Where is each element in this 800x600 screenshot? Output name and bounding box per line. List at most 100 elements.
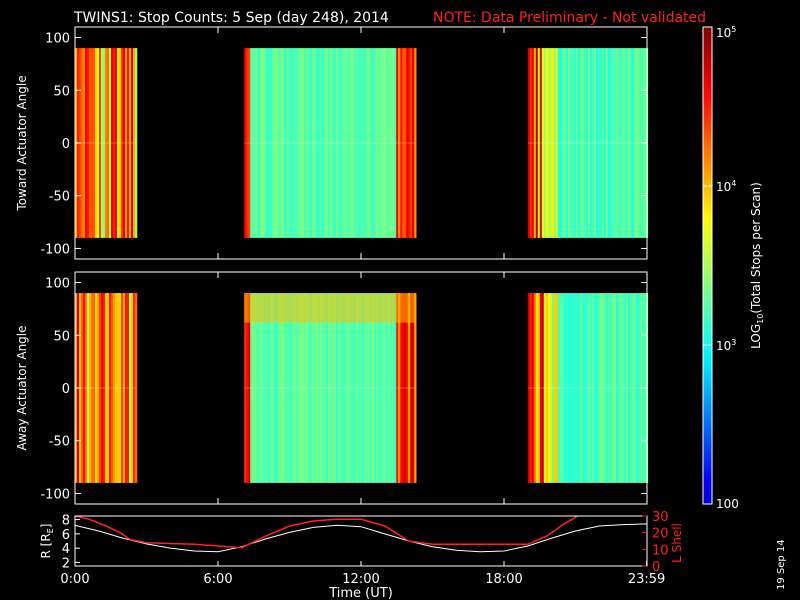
data-column bbox=[408, 48, 411, 238]
data-column bbox=[567, 48, 571, 238]
data-column bbox=[308, 293, 311, 483]
plot-frame bbox=[74, 515, 648, 567]
data-column bbox=[615, 48, 619, 238]
data-column bbox=[266, 293, 269, 483]
data-column bbox=[119, 293, 122, 483]
data-column bbox=[573, 293, 577, 483]
data-column bbox=[256, 48, 259, 238]
data-column bbox=[601, 48, 605, 238]
data-column bbox=[320, 293, 323, 483]
data-column bbox=[274, 293, 277, 483]
data-column bbox=[296, 48, 299, 238]
data-column bbox=[368, 48, 371, 238]
data-column bbox=[599, 293, 603, 483]
data-column bbox=[95, 293, 98, 483]
data-column bbox=[406, 293, 409, 483]
data-column bbox=[85, 48, 88, 238]
data-column bbox=[131, 293, 134, 483]
data-column bbox=[629, 293, 633, 483]
data-column bbox=[545, 48, 549, 238]
data-column bbox=[105, 48, 108, 238]
data-column bbox=[400, 48, 403, 238]
y-tick-label: 100 bbox=[45, 32, 70, 47]
data-column bbox=[541, 293, 545, 483]
data-column bbox=[627, 293, 631, 483]
away-panel: 100 50 0 -50 -100 Away Actuator Angle bbox=[15, 271, 649, 505]
data-column bbox=[595, 293, 599, 483]
data-column bbox=[531, 293, 535, 483]
data-column bbox=[316, 293, 319, 483]
data-column bbox=[91, 293, 94, 483]
data-column bbox=[410, 293, 413, 483]
data-column bbox=[328, 48, 331, 238]
data-column bbox=[103, 48, 106, 238]
data-column bbox=[127, 293, 130, 483]
data-column bbox=[410, 48, 413, 238]
data-column bbox=[527, 48, 531, 238]
data-column bbox=[543, 293, 547, 483]
data-column bbox=[625, 48, 629, 238]
data-column bbox=[605, 293, 609, 483]
data-column bbox=[101, 293, 104, 483]
data-column bbox=[348, 293, 351, 483]
data-column bbox=[559, 293, 563, 483]
data-column bbox=[541, 48, 545, 238]
data-column bbox=[296, 293, 299, 483]
data-column bbox=[107, 48, 110, 238]
data-column bbox=[396, 293, 399, 483]
data-column bbox=[252, 48, 255, 238]
data-column bbox=[619, 48, 623, 238]
data-column bbox=[637, 293, 641, 483]
data-column bbox=[308, 48, 311, 238]
data-column bbox=[637, 48, 641, 238]
data-column bbox=[348, 48, 351, 238]
colorbar-tick-mantissa: 10 bbox=[716, 339, 731, 353]
data-column bbox=[350, 293, 353, 483]
data-column bbox=[113, 293, 116, 483]
data-column bbox=[549, 293, 553, 483]
data-column bbox=[388, 293, 391, 483]
data-column bbox=[288, 293, 291, 483]
data-column bbox=[125, 293, 128, 483]
data-column bbox=[605, 48, 609, 238]
data-column bbox=[404, 48, 407, 238]
toward-panel: 100 50 0 -50 -100 Toward Actuator Angle bbox=[15, 26, 649, 260]
data-column bbox=[569, 48, 573, 238]
y-tick-label: 8 bbox=[62, 514, 70, 529]
data-column bbox=[396, 48, 399, 238]
data-column bbox=[248, 48, 251, 238]
data-column bbox=[268, 293, 271, 483]
data-column bbox=[639, 293, 643, 483]
data-column bbox=[402, 48, 405, 238]
data-column bbox=[384, 293, 387, 483]
data-column bbox=[384, 48, 387, 238]
data-column bbox=[597, 48, 601, 238]
left-axis-label-end: ] bbox=[39, 524, 53, 529]
data-column bbox=[97, 48, 100, 238]
data-column bbox=[129, 48, 132, 238]
data-column bbox=[272, 293, 275, 483]
data-column bbox=[631, 48, 635, 238]
data-column bbox=[398, 48, 401, 238]
data-column bbox=[362, 48, 365, 238]
data-column bbox=[378, 293, 381, 483]
data-column bbox=[246, 48, 249, 238]
data-column bbox=[322, 293, 325, 483]
data-column bbox=[133, 48, 136, 238]
data-column bbox=[376, 293, 379, 483]
data-column bbox=[527, 293, 531, 483]
data-column bbox=[613, 48, 617, 238]
data-column bbox=[567, 293, 571, 483]
colorbar-label-sub: 10 bbox=[756, 314, 765, 324]
data-column bbox=[314, 48, 317, 238]
data-column bbox=[306, 293, 309, 483]
data-column bbox=[89, 293, 92, 483]
data-column bbox=[324, 48, 327, 238]
data-column bbox=[280, 293, 283, 483]
data-column bbox=[250, 48, 253, 238]
data-column bbox=[334, 293, 337, 483]
y-axis-label: Toward Actuator Angle bbox=[15, 75, 29, 211]
data-column bbox=[635, 48, 639, 238]
high-angle-band bbox=[244, 293, 416, 323]
data-column bbox=[553, 293, 557, 483]
